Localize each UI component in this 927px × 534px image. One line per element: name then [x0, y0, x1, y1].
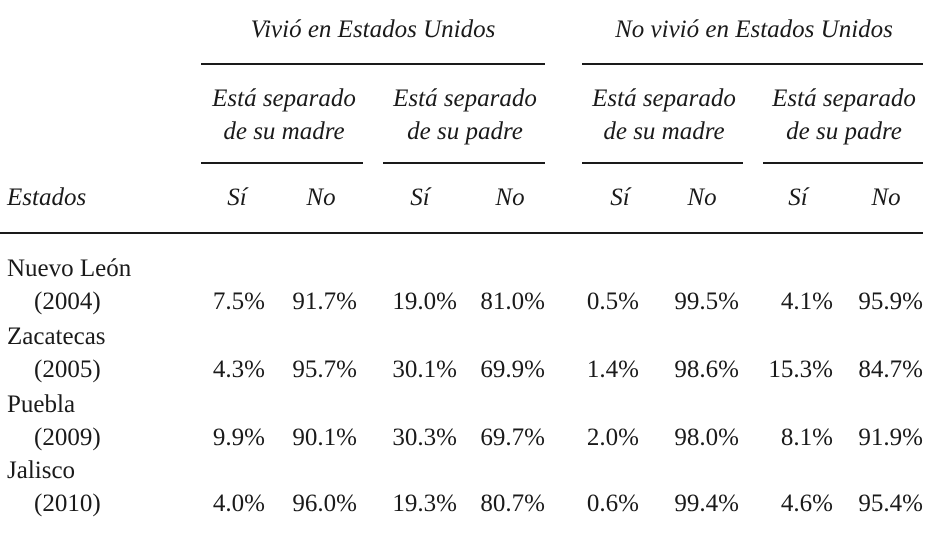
state-year: (2009) — [34, 424, 101, 451]
subgroup-rule — [383, 162, 545, 164]
yes-column-header: Sí — [610, 184, 630, 211]
table-cell: 84.7% — [858, 356, 923, 383]
table-cell: 30.3% — [392, 424, 457, 451]
yes-column-header: Sí — [788, 184, 808, 211]
table-cell: 0.5% — [586, 288, 639, 315]
state-name: Nuevo León — [7, 255, 132, 282]
state-year: (2004) — [34, 288, 101, 315]
table-cell: 91.7% — [292, 288, 357, 315]
no-column-header: No — [871, 184, 901, 211]
table-cell: 2.0% — [586, 424, 639, 451]
subgroup-header-line1: Está separado — [393, 85, 537, 112]
table-cell: 69.9% — [480, 356, 545, 383]
header-bottom-rule — [0, 232, 923, 234]
state-year: (2005) — [34, 356, 101, 383]
table-cell: 81.0% — [480, 288, 545, 315]
table-cell: 96.0% — [292, 490, 357, 517]
table-cell: 80.7% — [480, 490, 545, 517]
table-cell: 19.0% — [392, 288, 457, 315]
subgroup-rule — [582, 162, 743, 164]
no-column-header: No — [495, 184, 525, 211]
table-cell: 15.3% — [768, 356, 833, 383]
table-cell: 99.4% — [674, 490, 739, 517]
table-cell: 95.9% — [858, 288, 923, 315]
table-cell: 30.1% — [392, 356, 457, 383]
no-column-header: No — [306, 184, 336, 211]
subgroup-header-line1: Está separado — [592, 85, 736, 112]
group-header: No vivió en Estados Unidos — [615, 16, 893, 43]
group-rule — [201, 63, 545, 65]
subgroup-header-line1: Está separado — [212, 85, 356, 112]
table-cell: 8.1% — [780, 424, 833, 451]
table-cell: 98.0% — [674, 424, 739, 451]
subgroup-rule — [201, 162, 363, 164]
table-cell: 90.1% — [292, 424, 357, 451]
state-year: (2010) — [34, 490, 101, 517]
table-cell: 1.4% — [586, 356, 639, 383]
no-column-header: No — [687, 184, 717, 211]
table-cell: 98.6% — [674, 356, 739, 383]
subgroup-header-line2: de su padre — [786, 118, 902, 145]
table-cell: 0.6% — [586, 490, 639, 517]
subgroup-rule — [763, 162, 923, 164]
subgroup-header-line2: de su madre — [223, 118, 345, 145]
row-header-label: Estados — [7, 184, 87, 211]
table-cell: 69.7% — [480, 424, 545, 451]
subgroup-header-line2: de su madre — [603, 118, 725, 145]
table-cell: 95.4% — [858, 490, 923, 517]
state-name: Puebla — [7, 391, 76, 418]
subgroup-header-line1: Está separado — [772, 85, 916, 112]
state-name: Jalisco — [7, 457, 76, 484]
table-cell: 19.3% — [392, 490, 457, 517]
yes-column-header: Sí — [410, 184, 430, 211]
yes-column-header: Sí — [227, 184, 247, 211]
table-cell: 4.6% — [780, 490, 833, 517]
state-name: Zacatecas — [7, 323, 106, 350]
table-cell: 91.9% — [858, 424, 923, 451]
table-cell: 95.7% — [292, 356, 357, 383]
table-cell: 99.5% — [674, 288, 739, 315]
table-cell: 9.9% — [212, 424, 265, 451]
group-header: Vivió en Estados Unidos — [250, 16, 496, 43]
table-cell: 4.0% — [212, 490, 265, 517]
table-cell: 4.1% — [780, 288, 833, 315]
table-cell: 4.3% — [212, 356, 265, 383]
group-rule — [582, 63, 923, 65]
table-cell: 7.5% — [212, 288, 265, 315]
subgroup-header-line2: de su padre — [407, 118, 523, 145]
